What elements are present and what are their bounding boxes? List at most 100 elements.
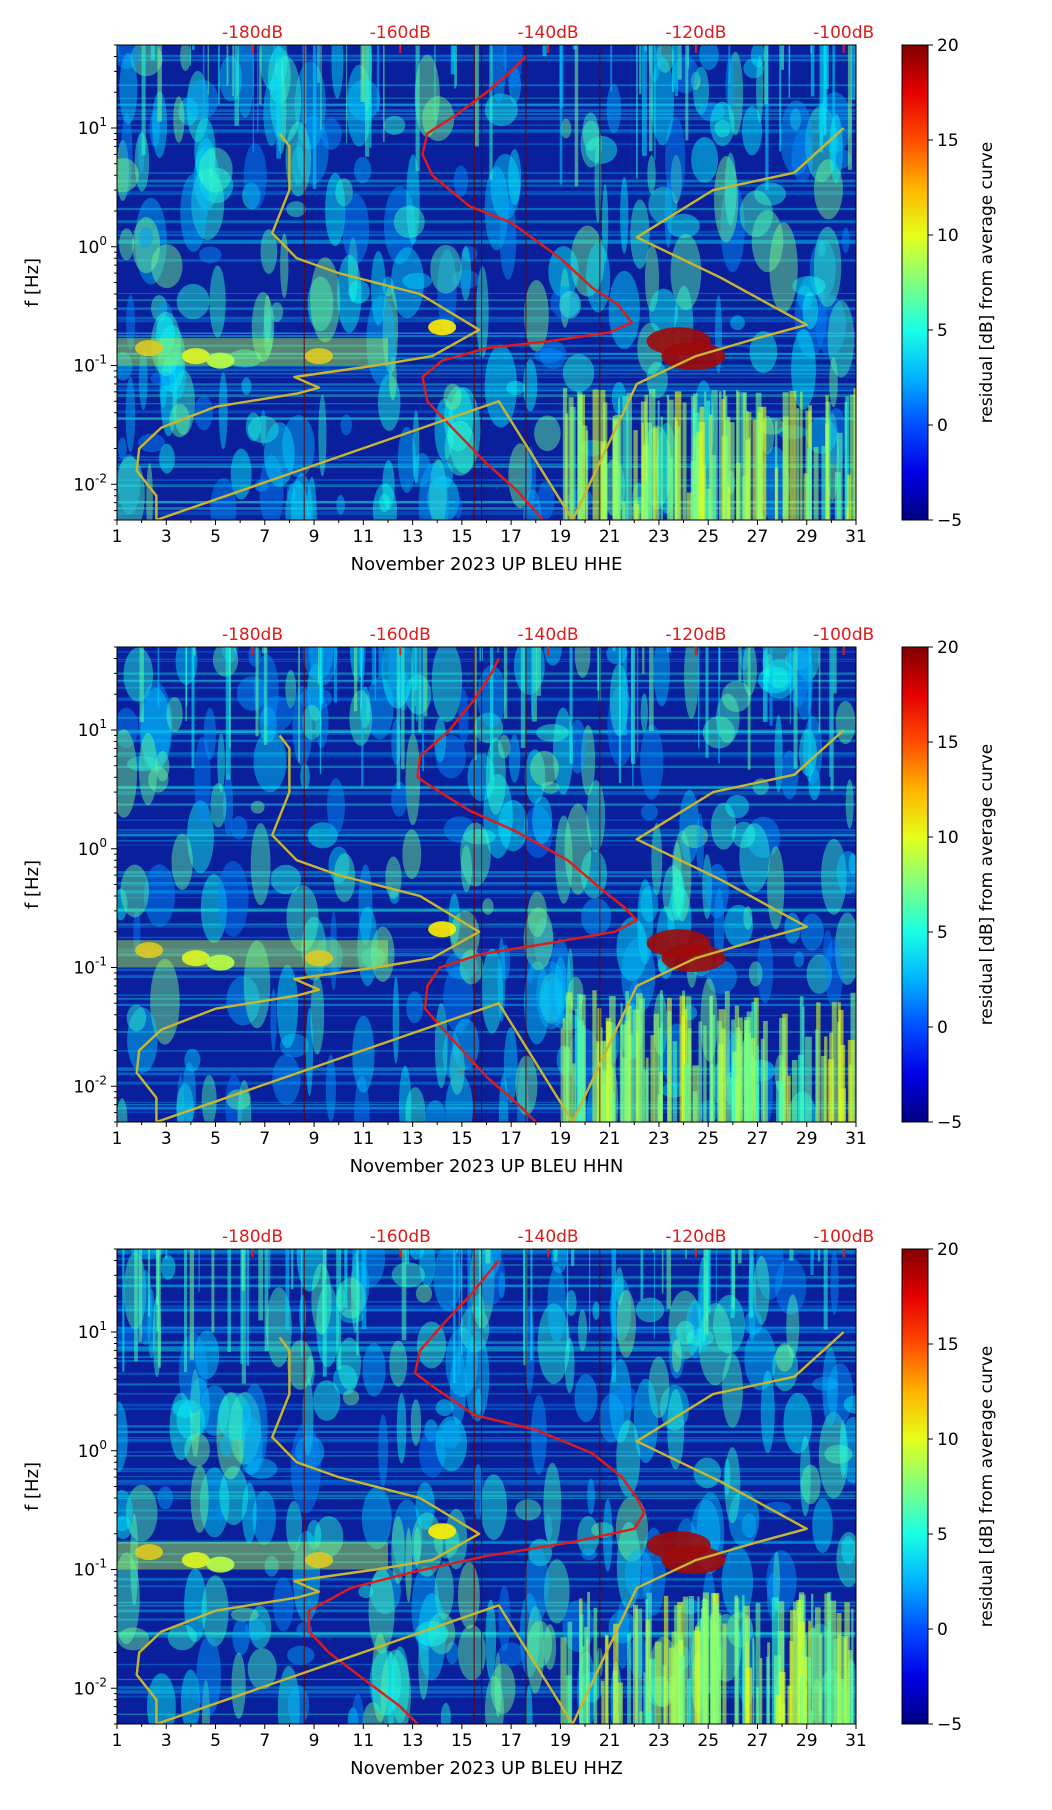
y-axis-label: f [Hz]	[22, 860, 43, 909]
x-tick-label: 13	[402, 1731, 424, 1751]
top-db-tick-label: -160dB	[370, 23, 431, 43]
x-tick-label: 31	[845, 527, 867, 547]
y-tick-label: 101	[78, 717, 107, 741]
x-tick-label: 1	[112, 1129, 123, 1149]
x-tick-label: 21	[599, 1129, 621, 1149]
x-tick-label: 23	[648, 527, 670, 547]
colorbar	[902, 647, 928, 1122]
y-axis-label: f [Hz]	[22, 1462, 43, 1511]
top-db-tick-label: -120dB	[665, 23, 726, 43]
colorbar	[902, 1249, 928, 1724]
y-tick-label: 10-2	[73, 1073, 107, 1097]
colorbar-tick-label: 5	[937, 1525, 948, 1545]
x-tick-label: 11	[353, 1129, 375, 1149]
x-tick-label: 25	[697, 527, 719, 547]
colorbar-tick-label: 5	[937, 923, 948, 943]
x-tick-label: 29	[796, 527, 818, 547]
top-db-tick-label: -180dB	[222, 625, 283, 645]
x-tick-label: 31	[845, 1731, 867, 1751]
colorbar-tick-label: −5	[937, 1113, 962, 1133]
x-tick-label: 29	[796, 1731, 818, 1751]
colorbar-tick-label: 20	[937, 1240, 959, 1260]
x-tick-label: 25	[697, 1129, 719, 1149]
colorbar-tick-label: 20	[937, 638, 959, 658]
colorbar-tick-label: −5	[937, 1715, 962, 1735]
x-tick-label: 11	[353, 527, 375, 547]
x-tick-label: 19	[550, 1731, 572, 1751]
x-tick-label: 27	[747, 527, 769, 547]
top-db-tick-label: -120dB	[665, 625, 726, 645]
x-tick-label: 9	[309, 527, 320, 547]
x-tick-label: 7	[259, 1731, 270, 1751]
x-tick-label: 13	[402, 527, 424, 547]
top-db-tick-label: -120dB	[665, 1227, 726, 1247]
x-tick-label: 7	[259, 1129, 270, 1149]
top-db-tick-label: -100dB	[813, 625, 874, 645]
x-tick-label: 15	[451, 1731, 473, 1751]
colorbar-tick-label: 0	[937, 416, 948, 436]
x-tick-label: 17	[500, 1731, 522, 1751]
x-tick-label: 23	[648, 1129, 670, 1149]
colorbar-tick-label: 10	[937, 1430, 959, 1450]
top-db-tick-label: -160dB	[370, 625, 431, 645]
x-axis-label: November 2023 UP BLEU HHE	[351, 554, 623, 575]
top-db-tick-label: -180dB	[222, 1227, 283, 1247]
top-db-tick-label: -140dB	[518, 23, 579, 43]
x-tick-label: 9	[309, 1129, 320, 1149]
colorbar-tick-label: 15	[937, 733, 959, 753]
x-tick-label: 3	[161, 1731, 172, 1751]
x-tick-label: 19	[550, 527, 572, 547]
y-tick-label: 10-1	[73, 955, 107, 979]
x-tick-label: 25	[697, 1731, 719, 1751]
x-tick-label: 7	[259, 527, 270, 547]
y-axis-label: f [Hz]	[22, 258, 43, 307]
colorbar-tick-label: 10	[937, 226, 959, 246]
top-db-tick-label: -140dB	[518, 625, 579, 645]
colorbar-tick-label: 20	[937, 36, 959, 56]
x-tick-label: 17	[500, 1129, 522, 1149]
x-axis-label: November 2023 UP BLEU HHZ	[350, 1758, 623, 1779]
colorbar-tick-label: 5	[937, 321, 948, 341]
colorbar-tick-label: 0	[937, 1620, 948, 1640]
x-tick-label: 3	[161, 527, 172, 547]
x-tick-label: 5	[210, 1731, 221, 1751]
x-tick-label: 15	[451, 527, 473, 547]
x-tick-label: 15	[451, 1129, 473, 1149]
x-tick-label: 21	[599, 527, 621, 547]
y-tick-label: 101	[78, 1319, 107, 1343]
x-tick-label: 31	[845, 1129, 867, 1149]
x-tick-label: 3	[161, 1129, 172, 1149]
x-tick-label: 27	[747, 1731, 769, 1751]
top-db-tick-label: -140dB	[518, 1227, 579, 1247]
top-db-tick-label: -160dB	[370, 1227, 431, 1247]
colorbar-tick-label: −5	[937, 511, 962, 531]
top-db-tick-label: -100dB	[813, 23, 874, 43]
x-tick-label: 1	[112, 1731, 123, 1751]
y-tick-label: 10-2	[73, 471, 107, 495]
colorbar-tick-label: 15	[937, 131, 959, 151]
top-db-tick-label: -180dB	[222, 23, 283, 43]
x-tick-label: 9	[309, 1731, 320, 1751]
y-tick-label: 100	[78, 234, 107, 258]
top-db-tick-label: -100dB	[813, 1227, 874, 1247]
x-tick-label: 21	[599, 1731, 621, 1751]
colorbar-label: residual [dB] from average curve	[977, 1346, 997, 1627]
y-tick-label: 10-1	[73, 353, 107, 377]
y-tick-label: 100	[78, 1438, 107, 1462]
colorbar-label: residual [dB] from average curve	[977, 744, 997, 1025]
x-tick-label: 1	[112, 527, 123, 547]
y-tick-label: 101	[78, 115, 107, 139]
x-axis-label: November 2023 UP BLEU HHN	[350, 1156, 624, 1177]
colorbar	[902, 45, 928, 520]
x-tick-label: 11	[353, 1731, 375, 1751]
x-tick-label: 5	[210, 527, 221, 547]
x-tick-label: 19	[550, 1129, 572, 1149]
x-tick-label: 13	[402, 1129, 424, 1149]
colorbar-tick-label: 10	[937, 828, 959, 848]
